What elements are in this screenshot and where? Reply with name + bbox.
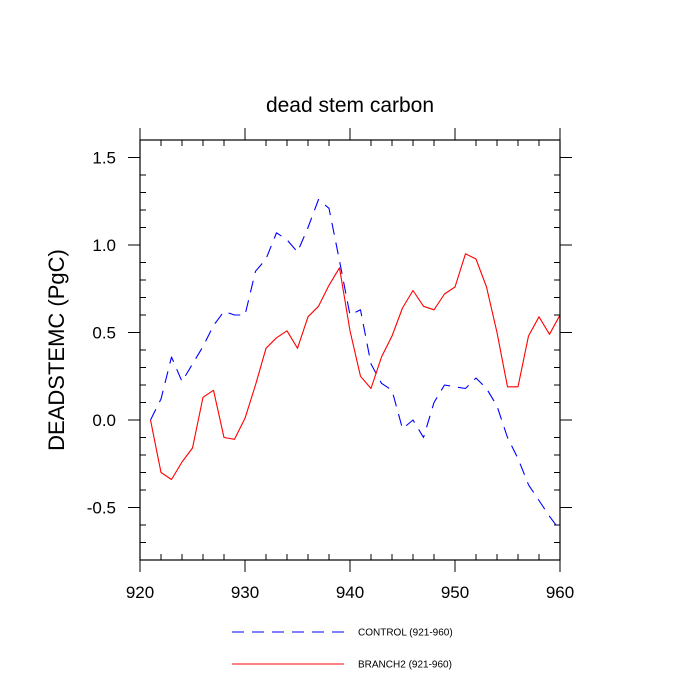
series-layer [149, 198, 561, 531]
legend-label: CONTROL (921-960) [358, 628, 453, 639]
legend: CONTROL (921-960) BRANCH2 (921-960) [232, 628, 453, 671]
y-tick-label: 0.5 [92, 324, 116, 343]
series-line-control [150, 198, 561, 531]
y-tick-label: 1.0 [92, 236, 116, 255]
legend-label: BRANCH2 (921-960) [358, 660, 452, 671]
x-tick-label: 940 [336, 583, 364, 602]
tick-labels: 920 930 940 950 960 -0.5 0.0 0.5 1.0 1.5 [87, 149, 574, 603]
x-tick-label: 930 [231, 583, 259, 602]
axis-ticks [128, 128, 572, 572]
chart-title: dead stem carbon [266, 94, 434, 117]
x-tick-label: 920 [126, 583, 154, 602]
y-tick-label: -0.5 [87, 499, 116, 518]
series-line-branch2 [149, 253, 561, 481]
x-tick-label: 960 [546, 583, 574, 602]
y-axis-label: DEADSTEMC (PgC) [44, 249, 69, 451]
x-tick-label: 950 [441, 583, 469, 602]
plot-frame [139, 139, 561, 561]
y-tick-label: 0.0 [92, 411, 116, 430]
y-tick-label: 1.5 [92, 149, 116, 168]
